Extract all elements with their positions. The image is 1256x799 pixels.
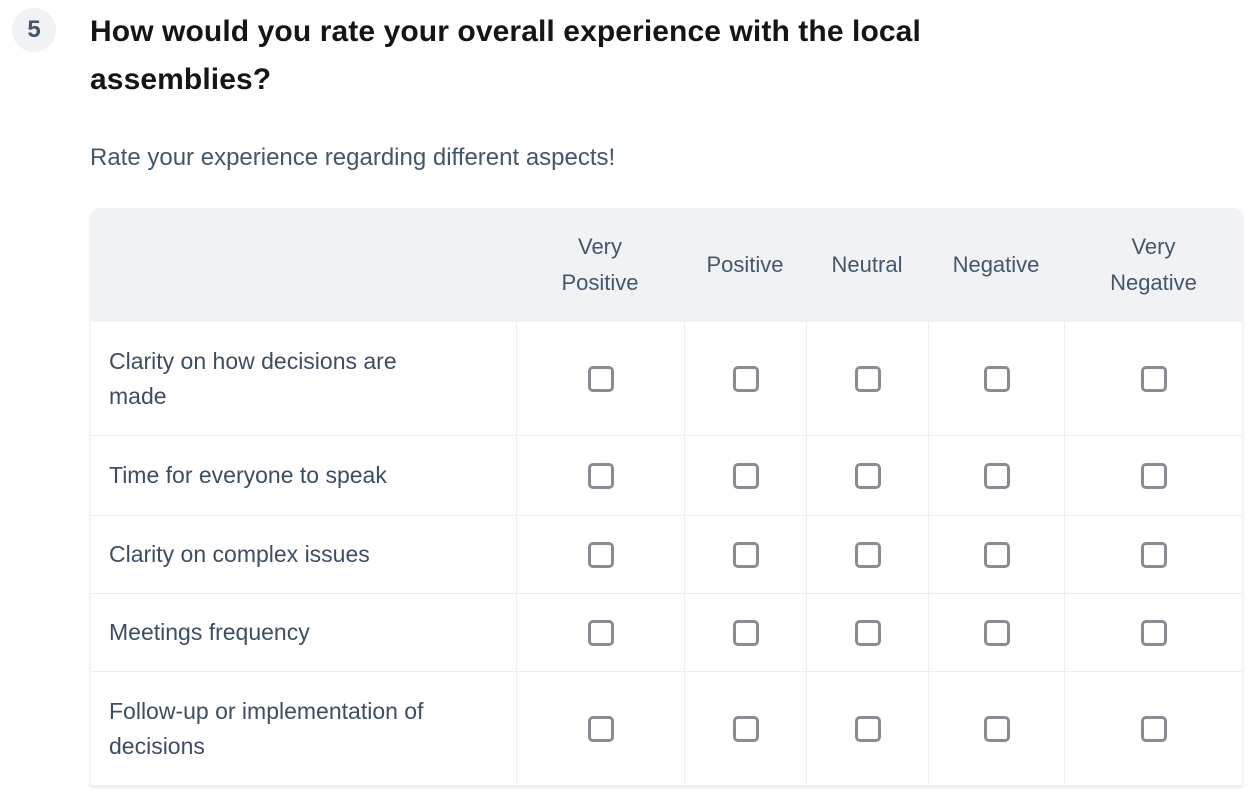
row-label-cell: Clarity on complex issues [90,516,516,594]
checkbox-row0-negative[interactable] [983,365,1010,392]
option-cell [1064,322,1243,436]
checkbox-row3-negative[interactable] [983,619,1010,646]
option-cell [516,516,684,594]
option-cell [516,322,684,436]
option-cell [928,322,1064,436]
checkbox-row1-neutral[interactable] [854,462,881,489]
option-cell [928,516,1064,594]
checkbox-row1-positive[interactable] [732,462,759,489]
option-cell [806,322,928,436]
option-cell [684,516,806,594]
checkbox-row2-positive[interactable] [732,541,759,568]
row-label-cell: Meetings frequency [90,594,516,672]
checkbox-row2-neutral[interactable] [854,541,881,568]
checkbox-row0-positive[interactable] [732,365,759,392]
checkbox-row2-very-positive[interactable] [587,541,614,568]
column-header-very-negative: Very Negative [1064,208,1243,322]
row-label-cell: Time for everyone to speak [90,436,516,516]
question-title: How would you rate your overall experien… [90,15,921,96]
option-cell [1064,436,1243,516]
option-cell [1064,594,1243,672]
row-label: Time for everyone to speak [109,462,387,488]
option-cell [806,594,928,672]
checkbox-row3-very-negative[interactable] [1140,619,1167,646]
rating-matrix-table: Very Positive Positive Neutral Negative … [90,208,1243,786]
checkbox-row2-very-negative[interactable] [1140,541,1167,568]
option-cell [516,436,684,516]
option-cell [928,672,1064,786]
table-row: Clarity on complex issues [90,516,1243,594]
row-label: Meetings frequency [109,619,310,645]
column-header-label: Negative [952,252,1040,277]
option-cell [516,672,684,786]
question-number-badge: 5 [12,8,56,52]
checkbox-row0-very-negative[interactable] [1140,365,1167,392]
column-header-neutral: Neutral [806,208,928,322]
row-label: Clarity on how decisions are made [109,347,397,409]
option-cell [684,322,806,436]
checkbox-row2-negative[interactable] [983,541,1010,568]
checkbox-row1-negative[interactable] [983,462,1010,489]
table-row: Follow-up or implementation of decisions [90,672,1243,786]
row-label: Follow-up or implementation of decisions [109,697,424,759]
checkbox-row4-very-negative[interactable] [1140,715,1167,742]
checkbox-row4-positive[interactable] [732,715,759,742]
option-cell [684,436,806,516]
column-header-label: Very Positive [561,234,639,295]
table-row: Clarity on how decisions are made [90,322,1243,436]
matrix-header-empty-cell [90,208,516,322]
option-cell [684,672,806,786]
checkbox-row3-neutral[interactable] [854,619,881,646]
question-subtitle: Rate your experience regarding different… [90,144,616,171]
checkbox-row0-very-positive[interactable] [587,365,614,392]
table-row: Meetings frequency [90,594,1243,672]
table-row: Time for everyone to speak [90,436,1243,516]
column-header-label: Very Negative [1110,234,1197,295]
checkbox-row4-very-positive[interactable] [587,715,614,742]
checkbox-row4-neutral[interactable] [854,715,881,742]
question-number: 5 [27,16,41,43]
column-header-negative: Negative [928,208,1064,322]
option-cell [806,436,928,516]
column-header-label: Neutral [831,252,903,277]
option-cell [806,516,928,594]
column-header-label: Positive [706,252,784,277]
matrix-header-row: Very Positive Positive Neutral Negative … [90,208,1243,322]
rating-matrix: Very Positive Positive Neutral Negative … [90,208,1243,786]
row-label: Clarity on complex issues [109,541,370,567]
option-cell [1064,672,1243,786]
column-header-very-positive: Very Positive [516,208,684,322]
checkbox-row1-very-positive[interactable] [587,462,614,489]
checkbox-row4-negative[interactable] [983,715,1010,742]
checkbox-row1-very-negative[interactable] [1140,462,1167,489]
option-cell [928,436,1064,516]
checkbox-row3-very-positive[interactable] [587,619,614,646]
row-label-cell: Follow-up or implementation of decisions [90,672,516,786]
option-cell [928,594,1064,672]
option-cell [684,594,806,672]
option-cell [1064,516,1243,594]
checkbox-row0-neutral[interactable] [854,365,881,392]
checkbox-row3-positive[interactable] [732,619,759,646]
option-cell [806,672,928,786]
column-header-positive: Positive [684,208,806,322]
row-label-cell: Clarity on how decisions are made [90,322,516,436]
option-cell [516,594,684,672]
